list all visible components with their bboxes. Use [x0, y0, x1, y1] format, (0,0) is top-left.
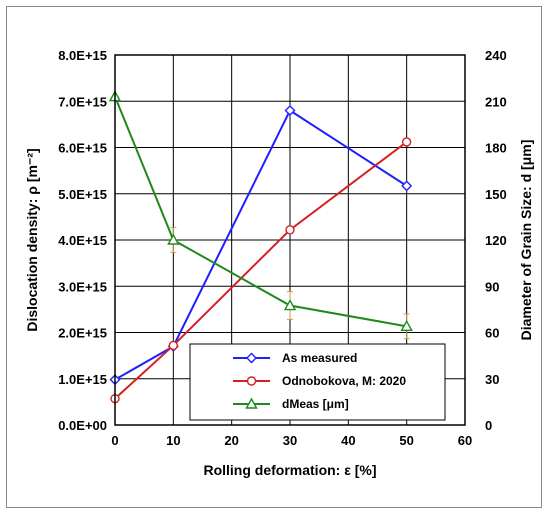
- plot-border: [114, 54, 466, 426]
- y-left-tick-label: 3.0E+15: [58, 279, 107, 294]
- y-left-tick-label: 5.0E+15: [58, 187, 107, 202]
- data-point-dmeas: [283, 299, 297, 311]
- legend-marker-dmeas: [245, 397, 258, 409]
- legend-box: [189, 343, 446, 421]
- y-right-tick-label: 30: [485, 372, 499, 387]
- data-point-dmeas: [400, 319, 413, 332]
- data-point-dmeas: [167, 233, 180, 245]
- x-tick-label: 60: [458, 433, 472, 448]
- y-left-tick-label: 7.0E+15: [58, 94, 107, 109]
- y-left-axis-title: Dislocation density: ρ [m⁻²]: [24, 148, 40, 331]
- y-right-tick-label: 90: [485, 279, 499, 294]
- x-tick-label: 10: [166, 433, 180, 448]
- y-right-tick-label: 150: [485, 187, 507, 202]
- y-right-tick-label: 210: [485, 94, 507, 109]
- series-line-odnobokova: [114, 141, 408, 400]
- legend-marker-as-measured: [246, 352, 257, 364]
- series-dmeas: [108, 90, 413, 340]
- x-axis-title: Rolling deformation: ε [%]: [203, 462, 376, 478]
- y-right-tick-label: 60: [485, 326, 499, 341]
- y-right-ticks: 0 30 60 90 120 150 180 210 240: [485, 48, 507, 433]
- y-right-tick-label: 0: [485, 418, 492, 433]
- y-left-tick-label: 4.0E+15: [58, 233, 107, 248]
- y-left-tick-label: 6.0E+15: [58, 141, 107, 156]
- data-point-odnobokova: [285, 225, 295, 235]
- y-left-tick-label: 8.0E+15: [58, 48, 107, 63]
- x-tick-label: 30: [283, 433, 297, 448]
- y-right-tick-label: 180: [485, 141, 507, 156]
- data-point-as-measured: [401, 180, 413, 192]
- y-right-tick-label: 240: [485, 48, 507, 63]
- y-left-tick-label: 2.0E+15: [58, 326, 107, 341]
- legend-marker-odnobokova: [246, 376, 257, 386]
- y-left-tick-label: 0.0E+00: [58, 418, 107, 433]
- series-line-dmeas: [114, 96, 407, 328]
- legend-items: As measured Odnobokova, M: 2020 dMeas [μm]: [233, 351, 406, 411]
- y-right-axis-title: Diameter of Grain Size: d [μm]: [518, 140, 534, 341]
- series-layer: [108, 90, 413, 404]
- legend-label-dmeas: dMeas [μm]: [282, 397, 349, 411]
- x-tick-label: 40: [341, 433, 355, 448]
- y-right-tick-label: 120: [485, 233, 507, 248]
- legend: As measured Odnobokova, M: 2020 dMeas [μm]: [189, 343, 446, 421]
- x-ticks: 0 10 20 30 40 50 60: [111, 433, 472, 448]
- chart-frame: [6, 6, 542, 508]
- x-tick-label: 50: [399, 433, 413, 448]
- legend-label-odnobokova: Odnobokova, M: 2020: [282, 374, 406, 388]
- y-left-tick-label: 1.0E+15: [58, 372, 107, 387]
- series-line-as-measured: [114, 109, 408, 381]
- y-left-ticks: 0.0E+00 1.0E+15 2.0E+15 3.0E+15 4.0E+15 5.0E+…: [58, 48, 107, 433]
- data-point-odnobokova: [168, 340, 179, 351]
- x-tick-label: 0: [111, 433, 118, 448]
- data-point-as-measured: [284, 105, 296, 116]
- legend-label-as-measured: As measured: [282, 351, 357, 365]
- data-point-odnobokova: [401, 137, 412, 147]
- x-tick-label: 20: [224, 433, 238, 448]
